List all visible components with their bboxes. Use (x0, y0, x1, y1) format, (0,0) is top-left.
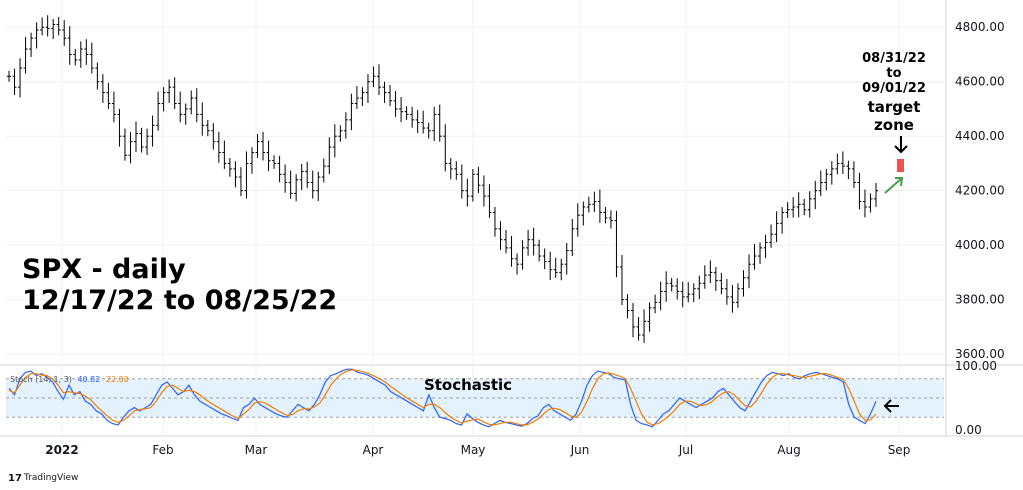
y-tick-label: 4000.00 (955, 238, 1005, 252)
target-zone-marker (897, 159, 904, 172)
stoch-tick-label: 100.00 (955, 359, 997, 373)
x-tick-label: May (461, 443, 486, 457)
zone-word: zone (874, 116, 914, 134)
x-tick-label: Jun (570, 443, 590, 457)
y-tick-label: 4400.00 (955, 129, 1005, 143)
target-date-start: 08/31/22 (862, 51, 926, 66)
tv-brand-text: TradingView (23, 473, 78, 483)
price-ohlc-bars (7, 15, 878, 343)
x-tick-label: Jul (678, 443, 693, 457)
stoch-k-line (8, 368, 877, 428)
up-right-arrow-icon (884, 177, 904, 194)
y-tick-label: 4600.00 (955, 75, 1005, 89)
x-tick-label: Aug (777, 443, 800, 457)
grid-lines (0, 0, 1023, 437)
chart-subtitle: 12/17/22 to 08/25/22 (22, 285, 337, 316)
chart-title: SPX - daily (22, 254, 186, 285)
down-arrow-icon (894, 136, 908, 154)
x-tick-label: 2022 (45, 443, 78, 457)
stoch-d-value: 22.00 (106, 375, 129, 384)
y-tick-label: 3800.00 (955, 293, 1005, 307)
stoch-tick-label: 0.00 (955, 423, 982, 437)
target-date-end: 09/01/22 (862, 81, 926, 96)
price-axis[interactable]: 4800.00 4600.00 4400.00 4200.00 4000.00 3800.… (955, 20, 1005, 437)
x-tick-label: Sep (888, 443, 911, 457)
stoch-d-line (8, 369, 877, 426)
target-word: target (868, 98, 921, 116)
stoch-legend-label: Stoch (14, 1, 3) (10, 375, 72, 384)
stochastic-label: Stochastic (424, 376, 512, 394)
stoch-k-value: 40.82 (77, 375, 100, 384)
tv-icon: 17 (8, 473, 22, 484)
y-tick-label: 3600.00 (955, 347, 1005, 361)
x-tick-label: Apr (363, 443, 384, 457)
x-tick-label: Feb (152, 443, 173, 457)
left-arrow-icon (883, 399, 899, 413)
x-tick-label: Mar (245, 443, 268, 457)
stochastic-panel (6, 368, 944, 428)
stoch-legend: Stoch (14, 1, 3) 40.82 22.00 (10, 375, 129, 384)
y-tick-label: 4200.00 (955, 184, 1005, 198)
target-to-label: to (886, 66, 901, 81)
time-axis[interactable]: 2022 Feb Mar Apr May Jun Jul Aug Sep (45, 443, 910, 457)
tradingview-logo[interactable]: 17 TradingView (8, 473, 78, 484)
y-tick-label: 4800.00 (955, 20, 1005, 34)
